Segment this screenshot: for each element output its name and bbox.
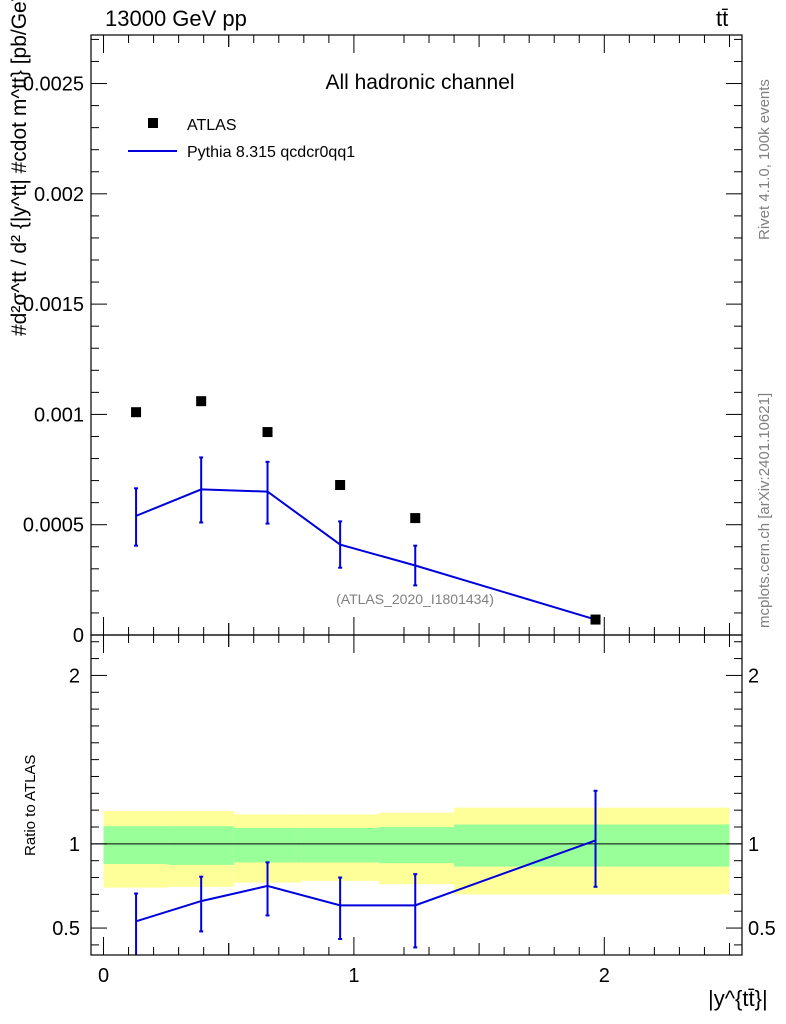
ratio-y-tick-label-left: 1 xyxy=(69,834,80,856)
x-tick-label: 0 xyxy=(98,965,109,987)
ratio-panel: 0.5 0.5 1 1 2 2 0 1 2 xyxy=(52,634,776,987)
uncertainty-band-inner xyxy=(378,827,455,864)
atlas-data-point xyxy=(131,407,142,418)
ratio-curve xyxy=(135,839,596,923)
source-label: mcplots.cern.ch [arXiv:2401.10621] xyxy=(756,392,773,628)
atlas-data-point xyxy=(335,480,346,490)
uncertainty-band-inner xyxy=(454,824,730,867)
main-y-tick-label: 0.0025 xyxy=(23,74,84,96)
main-y-tick-label: 0.0005 xyxy=(23,515,84,537)
uncertainty-band-inner xyxy=(168,826,234,865)
pythia-curve xyxy=(135,488,596,621)
main-y-tick-label: 0 xyxy=(73,625,84,647)
main-panel: All hadronic channel (ATLAS_2020_I1801434… xyxy=(23,34,743,647)
uncertainty-band-inner xyxy=(233,827,302,863)
main-panel-title: All hadronic channel xyxy=(325,71,514,94)
atlas-data-point xyxy=(262,427,273,438)
x-axis-label: |y^{tt̄}| xyxy=(708,986,768,1011)
atlas-data-point xyxy=(196,396,207,407)
ratio-panel-frame xyxy=(90,634,743,956)
atlas-data-point xyxy=(590,614,601,625)
ratio-y-tick-label-right: 0.5 xyxy=(748,918,776,940)
main-y-tick-label: 0.0015 xyxy=(23,294,84,316)
ratio-y-axis-label: Ratio to ATLAS xyxy=(22,754,39,856)
ratio-y-tick-label-left: 2 xyxy=(69,665,80,687)
analysis-tag: (ATLAS_2020_I1801434) xyxy=(336,591,494,607)
ratio-y-tick-label-right: 1 xyxy=(748,834,759,856)
uncertainty-band-inner xyxy=(301,827,379,863)
legend-atlas-marker xyxy=(148,118,158,128)
x-tick-label: 2 xyxy=(599,965,610,987)
uncertainty-band-inner xyxy=(103,826,169,865)
process-label: tt̄ xyxy=(716,6,729,31)
x-tick-label: 1 xyxy=(348,965,359,987)
main-y-axis-label: #d²σ^tt / d² {|y^tt| #cdot m^tt} [pb/GeV… xyxy=(8,0,31,336)
ratio-y-tick-label-left: 0.5 xyxy=(52,918,80,940)
main-y-tick-label: 0.001 xyxy=(34,404,84,426)
ratio-y-tick-label-right: 2 xyxy=(748,665,759,687)
atlas-data-point xyxy=(410,513,421,524)
legend-pythia-label: Pythia 8.315 qcdcr0qq1 xyxy=(187,144,355,161)
rivet-version-label: Rivet 4.1.0, 100k events xyxy=(756,79,773,240)
main-y-tick-label: 0.002 xyxy=(34,184,84,206)
legend-atlas-label: ATLAS xyxy=(187,117,237,134)
collision-energy-label: 13000 GeV pp xyxy=(105,6,247,31)
